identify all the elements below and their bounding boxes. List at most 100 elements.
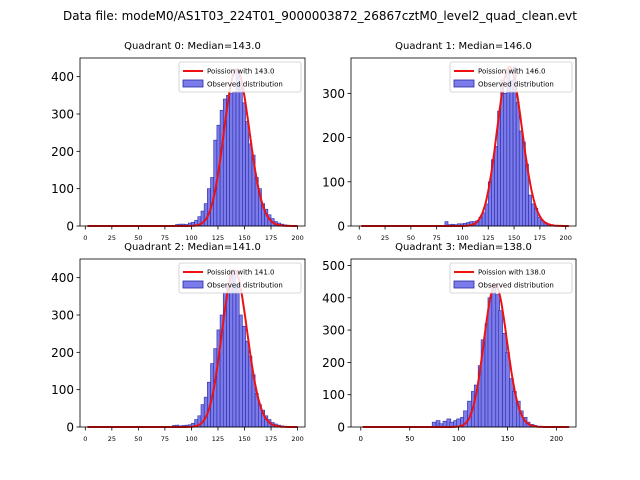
legend-observed-label: Observed distribution (207, 81, 283, 89)
histogram-bar (235, 68, 240, 227)
axes-frame (350, 258, 577, 428)
x-tick-label: 25 (108, 435, 116, 443)
x-tick-label: 125 (482, 234, 494, 242)
histogram-bar (232, 91, 237, 227)
x-tick-label: 50 (134, 234, 142, 242)
x-tick-label: 75 (161, 435, 169, 443)
histogram-bar (229, 269, 234, 428)
y-tick-label: 0 (66, 421, 74, 435)
y-tick-label: 300 (322, 324, 345, 338)
x-tick-label: 175 (265, 435, 277, 443)
y-tick-label: 100 (322, 388, 345, 402)
legend-box (449, 262, 573, 294)
legend-observed-swatch (453, 79, 475, 88)
histogram-bar (245, 121, 250, 227)
x-tick-label: 125 (212, 234, 224, 242)
legend-poisson-label: Poission with 141.0 (207, 269, 275, 277)
x-tick-label: 100 (456, 234, 468, 242)
histogram-bar (506, 70, 511, 227)
histogram-bar (518, 130, 523, 227)
axes-frame (79, 57, 306, 227)
histogram-bar (232, 273, 237, 428)
x-tick-label: 200 (550, 435, 563, 443)
y-tick-label: 200 (322, 131, 345, 145)
x-tick-label: 50 (134, 435, 142, 443)
histogram-bar (509, 79, 514, 227)
legend-box (449, 61, 573, 93)
histogram-bar (238, 314, 243, 428)
legend-observed-swatch (182, 79, 204, 88)
histogram-bar (528, 194, 532, 227)
y-tick-label: 100 (51, 383, 74, 397)
x-tick-label: 50 (405, 435, 414, 443)
legend-observed-label: Observed distribution (478, 282, 554, 290)
histogram-bar (238, 83, 243, 227)
legend-poisson-label: Poission with 146.0 (478, 68, 546, 76)
y-tick-label: 200 (51, 145, 74, 159)
x-tick-label: 100 (185, 234, 197, 242)
x-tick-label: 125 (212, 435, 224, 443)
x-tick-label: 200 (291, 234, 303, 242)
x-tick-label: 75 (433, 234, 441, 242)
histogram-bar (235, 284, 240, 428)
figure-title: Data file: modeM0/AS1T03_224T01_90000038… (63, 9, 577, 23)
histogram-bar (229, 93, 234, 227)
y-tick-label: 200 (51, 346, 74, 360)
legend-poisson-label: Poission with 138.0 (478, 269, 546, 277)
histogram-bar (203, 203, 208, 227)
x-tick-label: 150 (508, 234, 520, 242)
histogram-bar (226, 284, 230, 428)
x-tick-label: 0 (357, 234, 361, 242)
y-tick-label: 500 (322, 259, 345, 273)
x-tick-label: 100 (185, 435, 197, 443)
y-tick-label: 0 (337, 220, 345, 234)
axes-frame (350, 57, 577, 227)
histogram-bar (242, 325, 246, 428)
y-tick-label: 100 (322, 175, 345, 189)
histogram-bar (484, 203, 489, 227)
histogram-bar (242, 102, 246, 227)
x-tick-label: 25 (108, 234, 116, 242)
y-tick-label: 300 (322, 87, 345, 101)
y-tick-label: 400 (322, 291, 345, 305)
y-tick-label: 400 (51, 271, 74, 285)
histogram-bar (515, 101, 520, 227)
x-tick-label: 0 (359, 435, 363, 443)
histogram-bar (498, 310, 503, 428)
legend-observed-label: Observed distribution (207, 282, 283, 290)
y-tick-label: 0 (337, 421, 345, 435)
poisson-curve (87, 269, 298, 428)
x-tick-label: 150 (238, 435, 250, 443)
y-tick-label: 300 (51, 108, 74, 122)
y-tick-label: 200 (322, 356, 345, 370)
histogram-bar (245, 340, 250, 428)
histogram-bar (494, 146, 498, 227)
histogram-bar (487, 297, 493, 428)
chart-panel-3: Quadrant 3: Median=138.0 0 50 100 150 200 0 100… (322, 242, 577, 443)
legend-observed-swatch (182, 280, 204, 289)
chart-panel-2: Quadrant 2: Median=141.0 0 25 50 75 100 125 150… (51, 242, 306, 443)
poisson-curve (87, 68, 298, 227)
x-tick-label: 200 (291, 435, 303, 443)
x-tick-label: 200 (559, 234, 571, 242)
axes-frame (79, 258, 306, 428)
chart-title: Quadrant 3: Median=138.0 (395, 242, 532, 253)
histogram-bar (248, 143, 253, 227)
y-tick-label: 400 (51, 70, 74, 84)
chart-panel-0: Quadrant 0: Median=143.0 0 25 50 75 100 125 150… (51, 41, 306, 242)
x-tick-label: 0 (83, 435, 87, 443)
x-tick-label: 0 (83, 234, 87, 242)
histogram-bar (503, 93, 508, 227)
chart-title: Quadrant 0: Median=143.0 (124, 41, 261, 52)
x-tick-label: 100 (452, 435, 465, 443)
x-tick-label: 75 (161, 234, 169, 242)
legend-observed-label: Observed distribution (478, 81, 554, 89)
chart-title: Quadrant 2: Median=141.0 (124, 242, 261, 253)
chart-panel-1: Quadrant 1: Median=146.0 0 25 50 75 100 125 150… (322, 41, 577, 242)
y-tick-label: 300 (51, 309, 74, 323)
x-tick-label: 175 (534, 234, 546, 242)
histogram-bar (219, 109, 224, 227)
histogram-bar (505, 352, 510, 428)
x-tick-label: 150 (501, 435, 514, 443)
